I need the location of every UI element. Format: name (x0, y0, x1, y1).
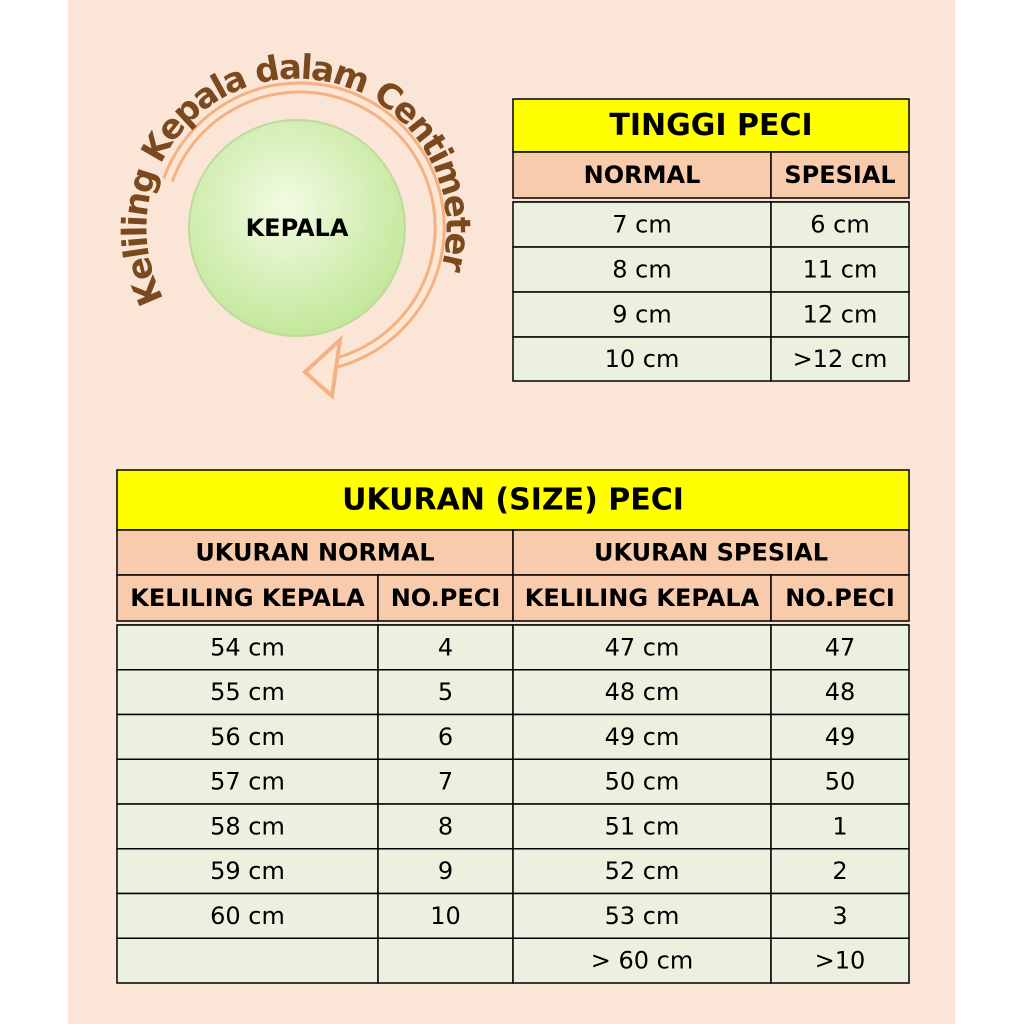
cell-text: 7 cm (612, 211, 671, 239)
cell (770, 291, 910, 338)
cell-text: 49 (825, 723, 856, 751)
cell-text: UKURAN SPESIAL (594, 539, 828, 567)
cell-text: 47 (825, 633, 856, 661)
cell (512, 246, 772, 293)
cell-text: TINGGI PECI (609, 108, 812, 143)
cell-text: 8 cm (612, 256, 671, 284)
cell (512, 151, 772, 199)
cell (512, 624, 772, 671)
cell (377, 758, 514, 805)
cell-text: 5 (438, 678, 453, 706)
cell (770, 151, 910, 199)
cell (770, 336, 910, 382)
cell-text: 6 (438, 723, 453, 751)
cell-text: 49 cm (605, 723, 680, 751)
cell-text: >12 cm (793, 345, 888, 373)
cell-text: SPESIAL (784, 161, 895, 189)
cell-text: 56 cm (210, 723, 285, 751)
cell (770, 713, 910, 760)
cell (377, 574, 514, 622)
cell-text: 48 cm (605, 678, 680, 706)
cell (770, 574, 910, 622)
head-circle (188, 119, 406, 337)
cell-text: >10 (815, 947, 866, 975)
cell-text: NO.PECI (391, 584, 501, 612)
cell (377, 937, 514, 984)
cell-text: NO.PECI (785, 584, 895, 612)
cell (512, 529, 910, 576)
cell (512, 803, 772, 850)
cell-text: 53 cm (605, 902, 680, 930)
cell-text: 9 (438, 857, 453, 885)
cell-text: 47 cm (605, 633, 680, 661)
center-label: KEPALA (246, 214, 349, 242)
cell-text: UKURAN NORMAL (195, 539, 434, 567)
cell (377, 669, 514, 716)
cell-text: 11 cm (803, 256, 878, 284)
cell (116, 713, 379, 760)
cell-text: 10 (430, 902, 461, 930)
cell-text: UKURAN (SIZE) PECI (342, 483, 684, 518)
cell-text: KELILING KEPALA (525, 584, 760, 612)
cell-text: 59 cm (210, 857, 285, 885)
cell (770, 937, 910, 984)
cell (116, 469, 910, 531)
cell-text: 4 (438, 633, 453, 661)
cell (116, 758, 379, 805)
cell-text: 50 (825, 768, 856, 796)
cell (116, 937, 379, 984)
cell (770, 758, 910, 805)
cell-text: 10 cm (605, 345, 680, 373)
cell-text: 8 (438, 812, 453, 840)
cell (770, 848, 910, 895)
cell-text: 1 (832, 812, 847, 840)
cell (512, 758, 772, 805)
cell (512, 892, 772, 939)
cell-text: 57 cm (210, 768, 285, 796)
cell-text: 51 cm (605, 812, 680, 840)
cell-text: 60 cm (210, 902, 285, 930)
cell (116, 848, 379, 895)
cell-text: 2 (832, 857, 847, 885)
cell (770, 624, 910, 671)
cell-text: 3 (832, 902, 847, 930)
cell-text: 55 cm (210, 678, 285, 706)
cell (770, 246, 910, 293)
cell (770, 669, 910, 716)
cell (770, 803, 910, 850)
cell-text: 9 cm (612, 301, 671, 329)
tables: TINGGI PECI NORMAL SPESIAL 7 cm 6 cm 8 cm 11 c… (116, 98, 910, 984)
cell (512, 336, 772, 382)
cell-text: 54 cm (210, 633, 285, 661)
cell (116, 624, 379, 671)
cell-text: > 60 cm (591, 947, 693, 975)
cell-text: 7 (438, 768, 453, 796)
cell-text: 52 cm (605, 857, 680, 885)
cell (512, 201, 772, 248)
cell (377, 892, 514, 939)
cell (116, 803, 379, 850)
arrow-head (302, 334, 343, 400)
cell (770, 892, 910, 939)
cell-text: 12 cm (803, 301, 878, 329)
cell-text: 50 cm (605, 768, 680, 796)
cell-text: 48 (825, 678, 856, 706)
cell-text: 58 cm (210, 812, 285, 840)
cell-text: KELILING KEPALA (130, 584, 365, 612)
cell (512, 937, 772, 984)
arc-arrow-inner (165, 84, 443, 369)
cell-text: 6 cm (810, 211, 869, 239)
cell-text: NORMAL (584, 161, 701, 189)
